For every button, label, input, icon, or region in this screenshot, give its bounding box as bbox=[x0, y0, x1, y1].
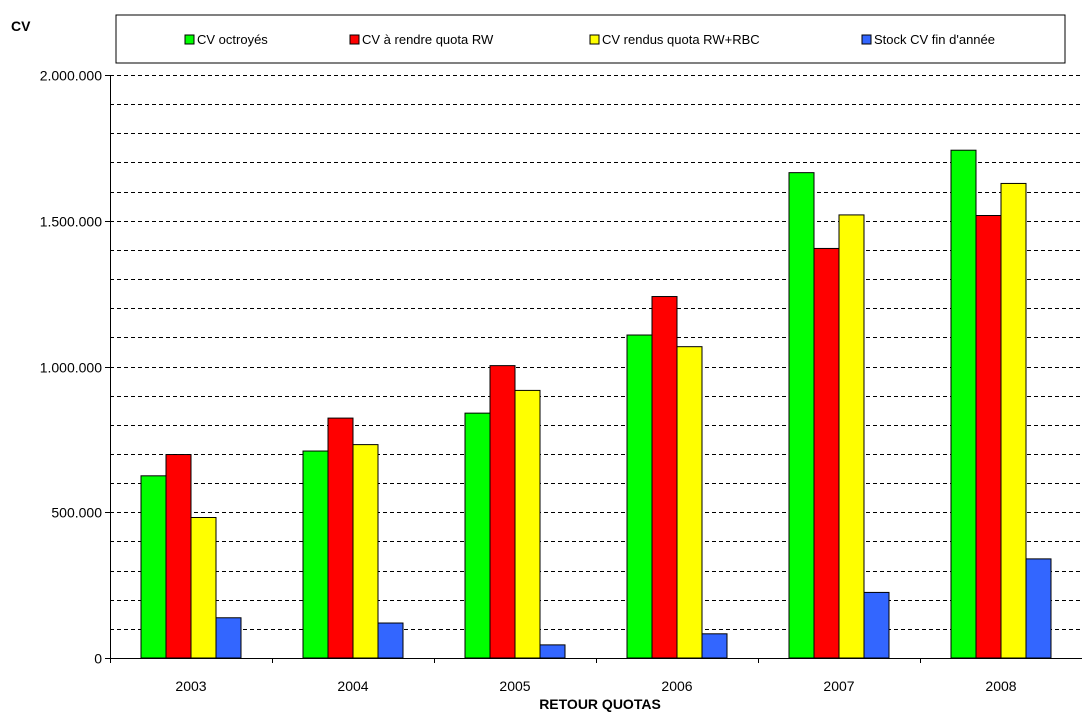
bar bbox=[165, 454, 192, 659]
x-axis-title: RETOUR QUOTAS bbox=[539, 696, 661, 712]
bar bbox=[190, 516, 217, 659]
bar bbox=[626, 334, 653, 659]
x-tick-label: 2003 bbox=[175, 678, 206, 694]
bar bbox=[215, 617, 242, 659]
legend-label: Stock CV fin d'année bbox=[874, 32, 995, 47]
x-tick-label: 2008 bbox=[985, 678, 1016, 694]
legend: CV octroyés CV à rendre quota RW CV rendus… bbox=[115, 14, 1066, 64]
bar bbox=[863, 591, 890, 659]
y-tick-label: 1.000.000 bbox=[40, 360, 102, 376]
bar bbox=[676, 346, 703, 659]
tick-labels: 0 500.000 1.000.000 1.500.000 2.000.000 2003 2… bbox=[40, 68, 1017, 695]
bar bbox=[1025, 558, 1052, 659]
bar bbox=[788, 172, 815, 659]
bar bbox=[975, 215, 1002, 659]
x-tick-label: 2004 bbox=[337, 678, 368, 694]
y-axis-title: CV bbox=[11, 18, 31, 34]
legend-item: CV rendus quota RW+RBC bbox=[589, 32, 760, 47]
bar bbox=[701, 633, 728, 659]
y-tick-label: 1.500.000 bbox=[40, 214, 102, 230]
bar bbox=[838, 214, 865, 659]
legend-label: CV à rendre quota RW bbox=[362, 32, 494, 47]
legend-item: Stock CV fin d'année bbox=[861, 32, 995, 47]
bar bbox=[514, 389, 541, 659]
bar bbox=[651, 296, 678, 659]
bar bbox=[813, 247, 840, 659]
y-tick-label: 0 bbox=[94, 651, 102, 667]
y-tick-label: 2.000.000 bbox=[40, 68, 102, 84]
legend-swatch bbox=[861, 34, 872, 45]
bar bbox=[489, 365, 516, 659]
axes bbox=[105, 75, 1082, 663]
bars bbox=[140, 149, 1052, 659]
bar bbox=[1000, 182, 1027, 659]
x-tick-label: 2007 bbox=[823, 678, 854, 694]
y-tick-label: 500.000 bbox=[51, 505, 102, 521]
x-tick-label: 2005 bbox=[499, 678, 530, 694]
legend-swatch bbox=[589, 34, 600, 45]
legend-item: CV octroyés bbox=[184, 32, 268, 47]
legend-label: CV octroyés bbox=[197, 32, 268, 47]
legend-item: CV à rendre quota RW bbox=[349, 32, 494, 47]
legend-label: CV rendus quota RW+RBC bbox=[602, 32, 760, 47]
bar bbox=[377, 622, 404, 659]
x-tick-label: 2006 bbox=[661, 678, 692, 694]
bar bbox=[327, 417, 354, 659]
bar bbox=[539, 644, 566, 659]
grid bbox=[110, 75, 1082, 630]
bar bbox=[140, 475, 167, 659]
bar bbox=[464, 412, 491, 659]
legend-swatch bbox=[349, 34, 360, 45]
bar bbox=[302, 450, 329, 659]
legend-swatch bbox=[184, 34, 195, 45]
bar bbox=[950, 149, 977, 659]
bar bbox=[352, 444, 379, 659]
